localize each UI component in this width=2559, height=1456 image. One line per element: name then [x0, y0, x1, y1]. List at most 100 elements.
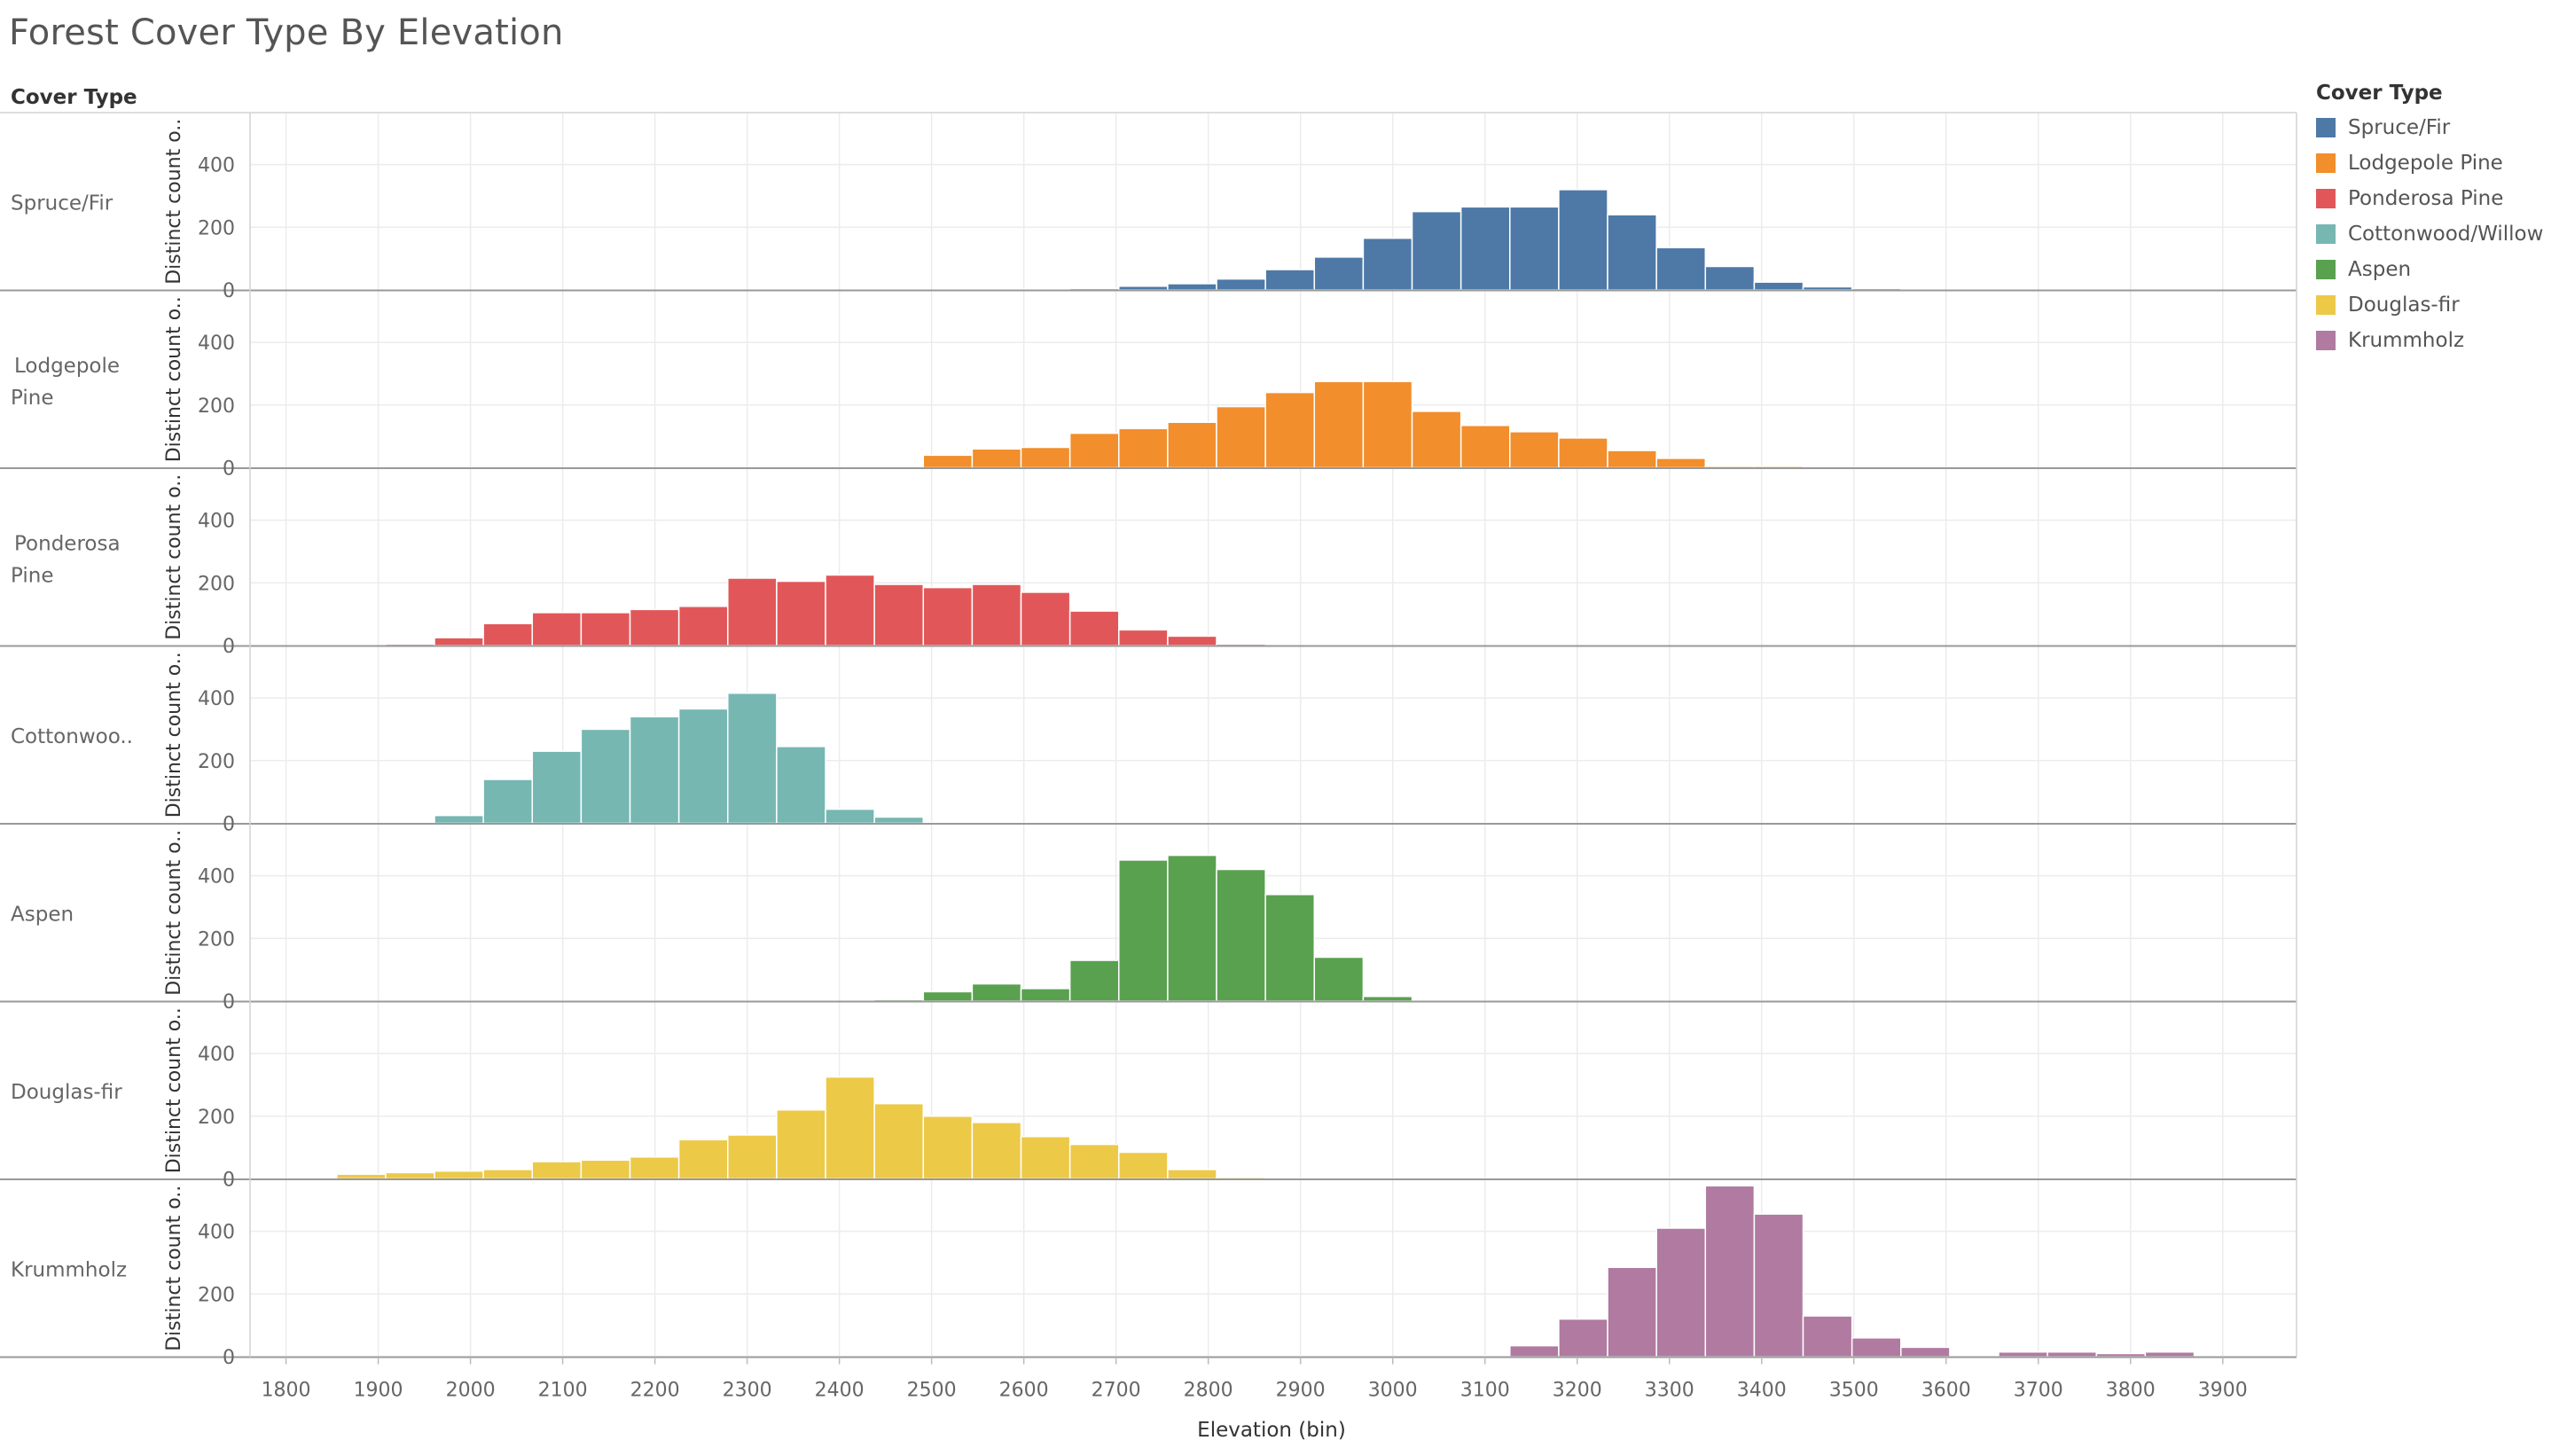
histogram-bar[interactable] [1802, 286, 1853, 291]
histogram-bar[interactable] [1900, 1346, 1951, 1358]
legend-item[interactable]: Cottonwood/Willow [2316, 216, 2543, 252]
histogram-bar[interactable] [971, 1122, 1022, 1180]
histogram-bar[interactable] [776, 580, 826, 646]
histogram-bar[interactable] [1607, 214, 1657, 291]
histogram-bar[interactable] [1655, 1227, 1707, 1358]
histogram-bar[interactable] [2144, 1350, 2195, 1358]
histogram-bar[interactable] [1068, 610, 1120, 646]
histogram-bar[interactable] [1459, 425, 1511, 469]
histogram-bar[interactable] [922, 1115, 974, 1180]
histogram-bar[interactable] [2095, 1352, 2147, 1358]
histogram-bar[interactable] [531, 1161, 583, 1180]
histogram-bar[interactable] [1167, 421, 1217, 469]
histogram-bar[interactable] [1020, 1136, 1071, 1180]
histogram-bar[interactable] [482, 779, 534, 825]
histogram-bar[interactable] [482, 622, 534, 646]
histogram-bar[interactable] [1264, 894, 1316, 1002]
histogram-bar[interactable] [825, 574, 875, 646]
histogram-bar[interactable] [1607, 1266, 1657, 1358]
legend-item[interactable]: Ponderosa Pine [2316, 181, 2543, 216]
histogram-bar[interactable] [1558, 1318, 1608, 1358]
histogram-bar[interactable] [1264, 391, 1316, 469]
histogram-bar[interactable] [1802, 1315, 1853, 1358]
histogram-bar[interactable] [825, 808, 875, 825]
histogram-bar[interactable] [1118, 859, 1169, 1002]
histogram-bar[interactable] [1753, 281, 1804, 291]
histogram-bar[interactable] [434, 1170, 484, 1180]
histogram-bar[interactable] [1216, 868, 1266, 1002]
histogram-bar[interactable] [1216, 405, 1266, 469]
histogram-bar[interactable] [580, 612, 631, 646]
legend-item[interactable]: Spruce/Fir [2316, 110, 2543, 145]
histogram-bar[interactable] [1313, 380, 1365, 469]
histogram-bar[interactable] [727, 577, 778, 646]
histogram-bar[interactable] [482, 1169, 534, 1180]
histogram-bar[interactable] [1118, 427, 1169, 469]
histogram-bar[interactable] [1753, 1213, 1804, 1358]
histogram-bar[interactable] [1655, 247, 1707, 291]
histogram-bar[interactable] [1020, 446, 1071, 469]
histogram-bar[interactable] [1068, 432, 1120, 469]
histogram-bar[interactable] [580, 1159, 631, 1180]
histogram-bar[interactable] [727, 693, 778, 825]
histogram-bar[interactable] [1167, 635, 1217, 646]
histogram-bar[interactable] [971, 982, 1022, 1002]
histogram-bar[interactable] [1655, 458, 1707, 469]
histogram-bar[interactable] [677, 708, 729, 825]
histogram-bar[interactable] [1509, 206, 1560, 291]
histogram-bar[interactable] [971, 583, 1022, 646]
histogram-bar[interactable] [1264, 269, 1316, 291]
histogram-bar[interactable] [1362, 995, 1413, 1002]
histogram-bar[interactable] [1020, 591, 1071, 646]
histogram-bar[interactable] [971, 448, 1022, 469]
legend-item[interactable]: Aspen [2316, 252, 2543, 287]
histogram-bar[interactable] [385, 1171, 435, 1180]
histogram-bar[interactable] [1558, 437, 1608, 469]
histogram-bar[interactable] [629, 608, 680, 646]
histogram-bar[interactable] [922, 990, 974, 1002]
histogram-bar[interactable] [922, 454, 974, 469]
histogram-bar[interactable] [580, 728, 631, 825]
histogram-bar[interactable] [1118, 629, 1169, 646]
legend-item[interactable]: Douglas-fir [2316, 287, 2543, 323]
legend-item[interactable]: Krummholz [2316, 323, 2543, 358]
histogram-bar[interactable] [677, 606, 729, 646]
histogram-bar[interactable] [1216, 278, 1266, 291]
histogram-bar[interactable] [776, 1108, 826, 1180]
histogram-bar[interactable] [1167, 854, 1217, 1002]
histogram-bar[interactable] [1118, 286, 1169, 291]
histogram-bar[interactable] [873, 583, 925, 646]
histogram-bar[interactable] [1118, 1151, 1169, 1180]
histogram-bar[interactable] [922, 586, 974, 646]
histogram-bar[interactable] [873, 816, 925, 825]
histogram-bar[interactable] [1607, 450, 1657, 469]
histogram-bar[interactable] [336, 1173, 387, 1180]
histogram-bar[interactable] [629, 716, 680, 825]
legend-item[interactable]: Lodgepole Pine [2316, 145, 2543, 181]
histogram-bar[interactable] [1362, 380, 1413, 469]
histogram-bar[interactable] [1704, 1185, 1756, 1358]
histogram-bar[interactable] [1167, 283, 1217, 291]
histogram-bar[interactable] [825, 1076, 875, 1180]
histogram-bar[interactable] [531, 750, 583, 825]
histogram-bar[interactable] [873, 1102, 925, 1180]
histogram-bar[interactable] [434, 637, 484, 646]
histogram-bar[interactable] [1509, 431, 1560, 469]
histogram-bar[interactable] [1509, 1344, 1560, 1358]
histogram-bar[interactable] [1998, 1350, 2048, 1358]
histogram-bar[interactable] [1362, 237, 1413, 291]
histogram-bar[interactable] [1068, 1143, 1120, 1180]
histogram-bar[interactable] [1411, 210, 1462, 291]
histogram-bar[interactable] [434, 814, 484, 825]
histogram-bar[interactable] [1313, 256, 1365, 291]
histogram-bar[interactable] [2046, 1350, 2098, 1358]
histogram-bar[interactable] [629, 1156, 680, 1180]
histogram-bar[interactable] [1558, 189, 1608, 291]
histogram-bar[interactable] [1313, 956, 1365, 1002]
histogram-bar[interactable] [1704, 265, 1756, 291]
histogram-bar[interactable] [1167, 1169, 1217, 1180]
histogram-bar[interactable] [531, 612, 583, 646]
histogram-bar[interactable] [776, 746, 826, 825]
histogram-bar[interactable] [677, 1139, 729, 1180]
histogram-bar[interactable] [1020, 988, 1071, 1002]
